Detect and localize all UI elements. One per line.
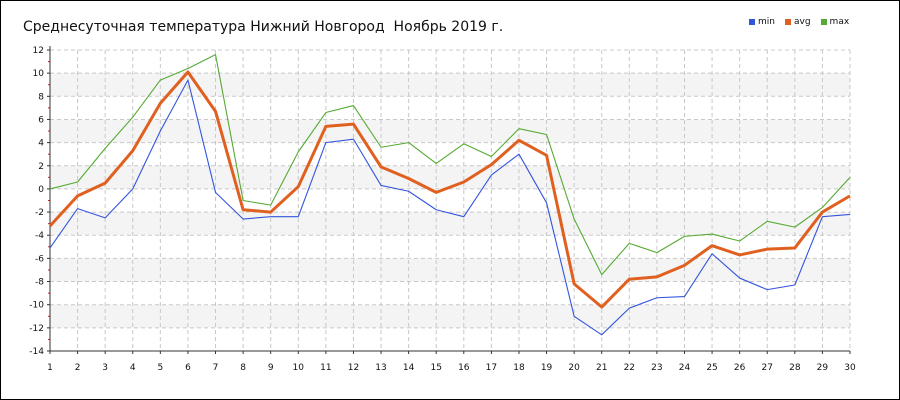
x-tick-label: 25 (706, 363, 717, 373)
x-tick-label: 5 (157, 363, 163, 373)
legend-swatch-max (820, 19, 827, 25)
x-tick-label: 18 (513, 363, 525, 373)
y-tick-label: -8 (35, 278, 44, 288)
plot-band (50, 73, 850, 97)
x-tick-label: 23 (651, 363, 662, 373)
x-tick-label: 2 (75, 363, 81, 373)
x-tick-label: 12 (348, 363, 359, 373)
x-tick-label: 29 (817, 363, 829, 373)
x-tick-label: 10 (293, 363, 305, 373)
x-tick-label: 4 (130, 363, 136, 373)
y-tick-label: -14 (29, 347, 44, 357)
x-tick-label: 17 (486, 363, 497, 373)
legend-label-max: max (829, 17, 850, 27)
plot-band (50, 212, 850, 236)
series-line-max (49, 54, 851, 276)
chart-legend: min avg max (749, 17, 849, 27)
x-tick-label: 26 (734, 363, 746, 373)
x-tick-label: 13 (375, 363, 386, 373)
x-tick-label: 7 (213, 363, 219, 373)
legend-label-avg: avg (793, 17, 811, 27)
series-line-min (49, 79, 851, 336)
legend-label-min: min (758, 17, 775, 27)
y-tick-label: 2 (38, 162, 44, 172)
x-tick-label: 27 (762, 363, 773, 373)
legend-item-min: min (749, 17, 775, 27)
x-tick-label: 15 (430, 363, 441, 373)
plot-band (50, 165, 850, 189)
y-tick-label: -4 (35, 231, 44, 241)
y-tick-label: 4 (38, 139, 44, 149)
x-tick-label: 30 (844, 363, 856, 373)
y-tick-label: 0 (38, 185, 44, 195)
x-tick-label: 9 (268, 363, 274, 373)
x-tick-label: 21 (596, 363, 607, 373)
x-tick-label: 22 (624, 363, 635, 373)
x-tick-label: 8 (240, 363, 246, 373)
legend-swatch-avg (784, 19, 791, 25)
y-tick-label: 8 (38, 92, 44, 102)
x-tick-label: 3 (102, 363, 108, 373)
x-tick-label: 19 (541, 363, 553, 373)
y-tick-label: -2 (35, 208, 44, 218)
x-tick-label: 6 (185, 363, 191, 373)
y-tick-label: 10 (33, 69, 45, 79)
plot-band (50, 258, 850, 282)
plot-band (50, 304, 850, 328)
x-tick-label: 11 (320, 363, 331, 373)
x-tick-label: 28 (789, 363, 801, 373)
y-tick-label: -12 (29, 324, 44, 334)
y-tick-label: -6 (35, 254, 44, 264)
x-tick-label: 1 (47, 363, 53, 373)
x-tick-label: 14 (403, 363, 415, 373)
x-tick-label: 24 (679, 363, 691, 373)
x-tick-label: 20 (568, 363, 580, 373)
legend-item-max: max (820, 17, 850, 27)
plot-band (50, 119, 850, 143)
series-line-avg (48, 70, 851, 309)
legend-swatch-min (749, 19, 755, 25)
y-tick-label: -10 (29, 301, 44, 311)
x-tick-label: 16 (458, 363, 470, 373)
legend-item-avg: avg (784, 17, 811, 27)
y-tick-label: 12 (33, 46, 44, 56)
y-tick-label: 6 (38, 115, 44, 125)
chart-title: Среднесуточная температура Нижний Новгор… (23, 19, 504, 35)
